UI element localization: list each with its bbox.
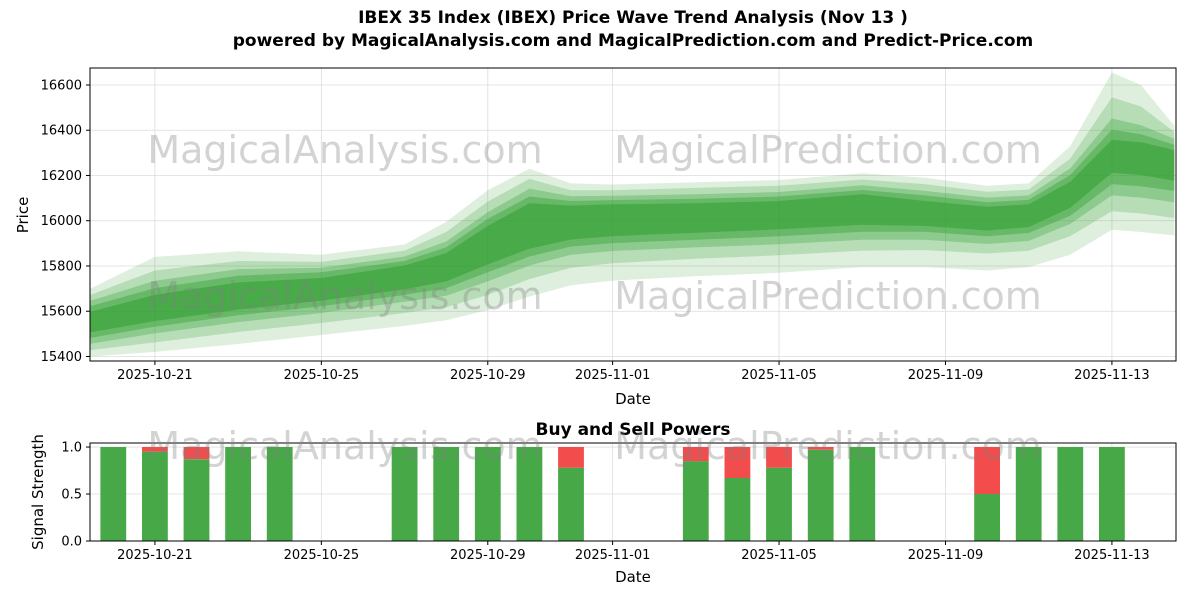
buy-bar (807, 449, 834, 541)
date-axis-label-top: Date (615, 390, 651, 408)
buy-bar (225, 447, 251, 541)
sell-bar (558, 447, 584, 468)
buy-bar (849, 447, 876, 541)
svg-text:16000: 16000 (41, 214, 82, 229)
buy-bar (391, 447, 418, 541)
svg-text:2025-10-21: 2025-10-21 (117, 368, 193, 383)
svg-text:15400: 15400 (41, 350, 82, 365)
sell-bar (682, 447, 709, 462)
svg-text:15800: 15800 (41, 259, 82, 274)
svg-text:1.0: 1.0 (61, 441, 82, 456)
svg-text:2025-11-13: 2025-11-13 (1074, 548, 1150, 563)
svg-text:2025-11-09: 2025-11-09 (908, 368, 984, 383)
svg-text:2025-11-09: 2025-11-09 (908, 548, 984, 563)
svg-text:0.5: 0.5 (61, 488, 82, 503)
signal-axis-label: Signal Strength (29, 434, 47, 550)
buy-bar (558, 467, 584, 541)
svg-text:2025-10-29: 2025-10-29 (450, 368, 526, 383)
svg-text:2025-11-01: 2025-11-01 (575, 548, 651, 563)
svg-text:2025-11-13: 2025-11-13 (1074, 368, 1150, 383)
chart-subtitle: powered by MagicalAnalysis.com and Magic… (232, 31, 1034, 51)
buy-bar (433, 447, 460, 541)
svg-text:2025-10-29: 2025-10-29 (450, 548, 526, 563)
svg-text:0.0: 0.0 (61, 535, 82, 550)
buy-bar (682, 461, 709, 541)
svg-text:2025-10-25: 2025-10-25 (284, 368, 360, 383)
price-band-core-band (90, 139, 1175, 333)
buy-bar (974, 494, 1000, 541)
svg-text:2025-11-05: 2025-11-05 (741, 548, 817, 563)
chart-title: IBEX 35 Index (IBEX) Price Wave Trend An… (358, 8, 908, 28)
svg-text:15600: 15600 (41, 305, 82, 320)
sell-bar (142, 447, 168, 452)
buy-bar (724, 478, 751, 541)
buy-bar (1015, 447, 1042, 541)
buy-bar (183, 459, 210, 541)
svg-text:16400: 16400 (41, 124, 82, 139)
sell-bar (724, 447, 751, 478)
svg-text:16600: 16600 (41, 78, 82, 93)
buy-bar (266, 447, 293, 541)
sell-bar (974, 447, 1000, 494)
svg-text:16200: 16200 (41, 169, 82, 184)
svg-text:2025-11-05: 2025-11-05 (741, 368, 817, 383)
sell-bar (183, 447, 210, 460)
buy-bar (142, 451, 168, 541)
price-axis-label: Price (14, 196, 32, 234)
svg-text:2025-10-25: 2025-10-25 (284, 548, 360, 563)
sell-bar (807, 447, 834, 450)
buy-bar (474, 447, 501, 541)
buy-bar (516, 447, 543, 541)
svg-text:2025-10-21: 2025-10-21 (117, 548, 193, 563)
signal-chart-title: Buy and Sell Powers (535, 420, 731, 440)
svg-text:2025-11-01: 2025-11-01 (575, 368, 651, 383)
date-axis-label-bottom: Date (615, 568, 651, 586)
buy-bar (1057, 447, 1084, 541)
buy-bar (1099, 447, 1125, 541)
sell-bar (766, 447, 792, 468)
buy-bar (766, 467, 792, 541)
buy-bar (100, 447, 127, 541)
